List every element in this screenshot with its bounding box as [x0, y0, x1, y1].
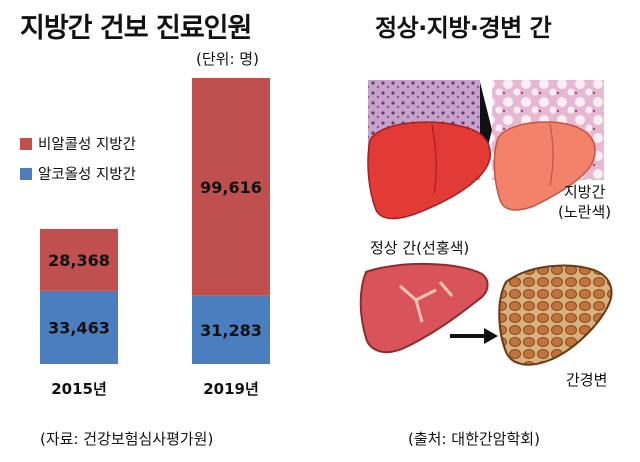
data-label-alcoholic-0: 33,463: [48, 318, 110, 337]
chart-legend: 비알콜성 지방간 알코올성 지방간: [20, 133, 136, 193]
legend-item-nonalcoholic: 비알콜성 지방간: [20, 133, 136, 154]
caption-cirrhosis: 간경변: [566, 371, 608, 389]
caption-fatty-liver: 지방간 (노란색): [558, 182, 611, 222]
bar-alcoholic-1: [192, 295, 270, 364]
legend-label-alcoholic: 알코올성 지방간: [38, 167, 136, 183]
legend-item-alcoholic: 알코올성 지방간: [20, 163, 136, 184]
bar-nonalcoholic-0: [40, 228, 118, 291]
unit-note: (단위: 명): [196, 50, 259, 68]
illustration-title: 정상·지방·경변 간: [375, 14, 552, 42]
stacked-bar-chart: 33,463 28,368 2015년 31,283 99,616 2019년: [40, 77, 270, 398]
caption-fatty-liver-line2: (노란색): [558, 203, 612, 221]
caption-normal-liver: 정상 간(선홍색): [370, 239, 470, 257]
liver-vessels: [399, 281, 454, 323]
data-label-nonalcoholic-0: 28,368: [48, 251, 110, 270]
illustration-source-note: (출처: 대한간암학회): [408, 430, 540, 448]
normal-liver-icon: [367, 121, 491, 220]
arrow-right-icon: [484, 328, 498, 344]
liver-cross-section-icon: [359, 263, 489, 354]
chart-title: 지방간 건보 진료인원: [20, 13, 252, 44]
data-label-alcoholic-1: 31,283: [200, 321, 262, 340]
fatty-liver-icon: [493, 121, 596, 211]
chart-source-note: (자료: 건강보험심사평가원): [40, 430, 214, 448]
bar-nonalcoholic-1: [192, 77, 270, 296]
legend-swatch-nonalcoholic: [20, 137, 32, 150]
normal-liver-lobe-line: [431, 123, 437, 195]
x-tick-label-1: 2019년: [203, 380, 259, 398]
caption-fatty-liver-line1: 지방간: [563, 183, 606, 201]
x-tick-label-0: 2015년: [51, 380, 107, 398]
bar-alcoholic-0: [40, 290, 118, 364]
liver-illustration: [359, 80, 613, 366]
fatty-liver-lobe-line: [549, 123, 554, 187]
legend-label-nonalcoholic: 비알콜성 지방간: [38, 137, 136, 153]
legend-swatch-alcoholic: [20, 167, 32, 180]
data-label-nonalcoholic-1: 99,616: [200, 178, 262, 197]
cirrhotic-liver-icon: [498, 264, 613, 366]
